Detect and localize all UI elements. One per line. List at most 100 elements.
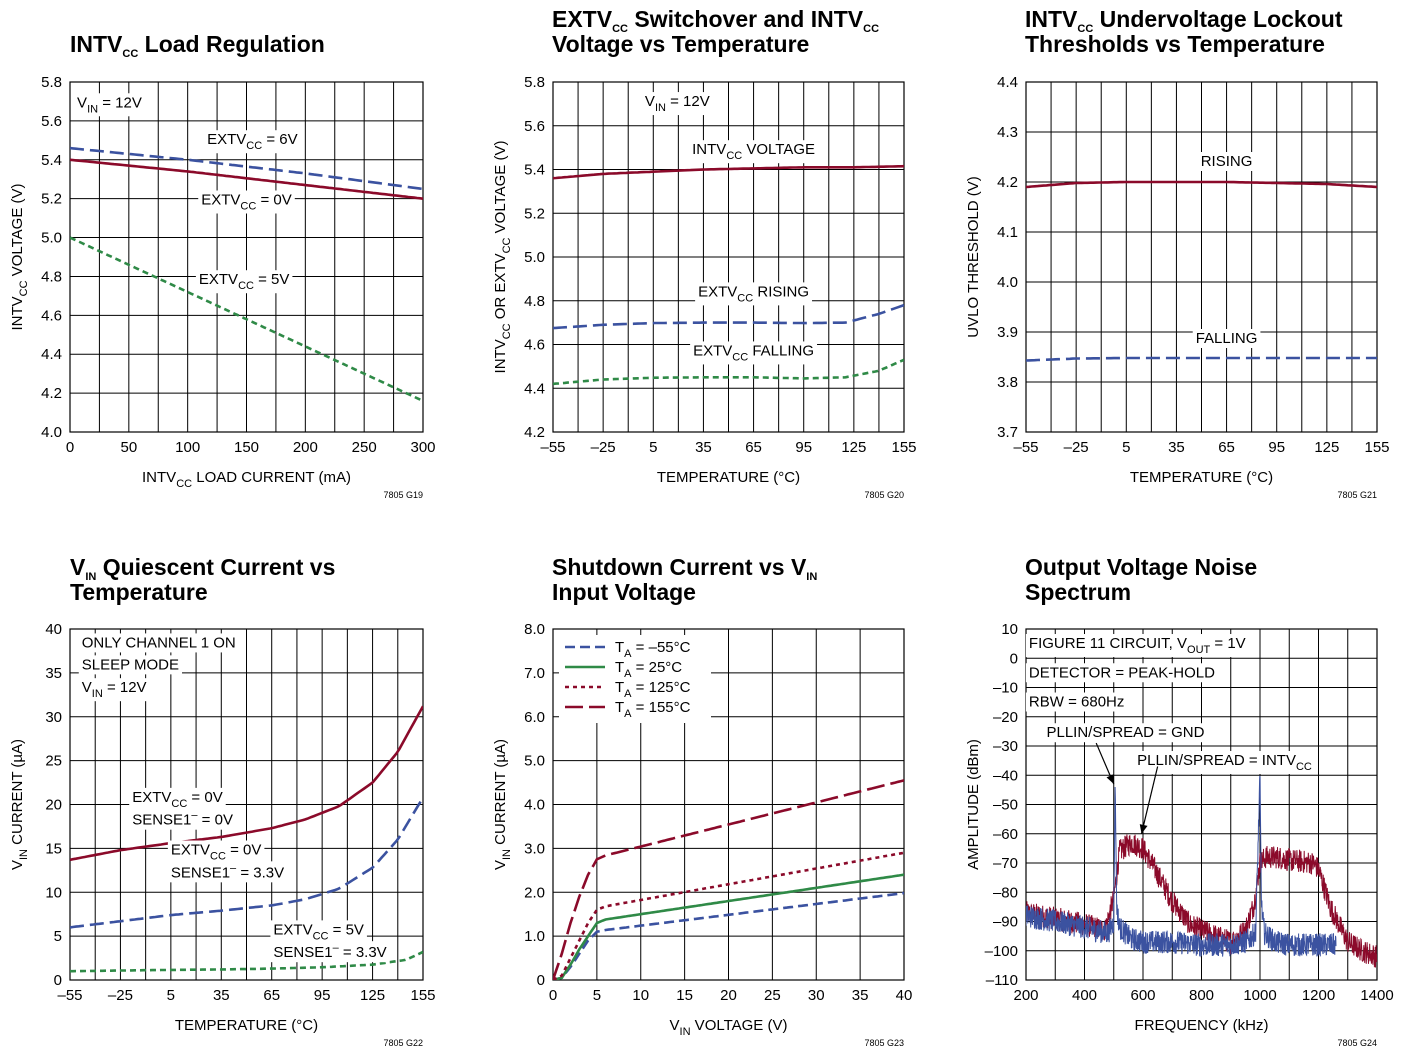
y-axis-label-part: CC [501,323,513,339]
chart-title-part: Spectrum [1025,579,1131,605]
annotation-part: – [191,810,198,822]
series-line-1 [1026,775,1337,958]
legend-label: TA = 155°C [615,699,691,720]
x-tick-label: 150 [234,439,259,456]
annotation-bg [1192,329,1261,348]
annotation-part: = 0V [187,789,222,806]
x-tick-label: 35 [852,987,869,1004]
chart-title: VIN Quiescent Current vs [70,554,335,583]
x-tick-label: 65 [263,987,280,1004]
y-axis-label: INTVCC VOLTAGE (V) [9,183,30,330]
annotation: ONLY CHANNEL 1 ON [82,634,236,651]
y-axis-label-group: VIN CURRENT (µA) [9,739,30,870]
x-tick-label: 95 [1268,439,1285,456]
chart-title-part: CC [122,48,138,60]
annotation: INTVCC VOLTAGE [692,141,815,162]
annotation-arrow [1140,766,1159,834]
chart-title-part: Input Voltage [552,579,696,605]
annotation-bg [204,130,301,154]
series-line-1 [70,796,423,929]
annotation: FALLING [1196,330,1258,347]
plot-frame [69,628,424,981]
annotation-bg [129,787,226,811]
x-tick-label: 5 [649,439,657,456]
chart-title: Spectrum [1025,579,1131,605]
annotation-part: FIGURE 11 CIRCUIT, V [1029,635,1187,652]
y-tick-label: 0 [537,972,545,989]
chart-title-part: IN [85,571,96,583]
y-axis-label-group: INTVCC VOLTAGE (V) [9,183,30,330]
chart-title-part: IN [806,571,817,583]
y-tick-label: 25 [45,753,62,770]
legend-label-part: A [624,688,632,700]
annotation-part: V [82,679,92,696]
y-axis-label-part: V [492,860,509,870]
annotation-bg [1025,692,1128,712]
x-axis-label-part: VOLTAGE (V) [691,1017,788,1034]
y-tick-label: –100 [985,943,1018,960]
y-tick-label: –10 [993,680,1018,697]
annotation-bg [695,282,813,306]
annotation-bg [270,941,390,963]
annotation-part: = 0V [226,842,261,859]
y-tick-label: –80 [993,884,1018,901]
annotation: RISING [1201,153,1253,170]
x-tick-label: 600 [1130,987,1155,1004]
annotation-part: CC [737,292,753,304]
annotation-part: = 5V [254,271,289,288]
legend-label-part: T [615,699,624,716]
y-tick-label: 5.6 [524,118,545,135]
annotation-part: CC [732,351,748,363]
annotation-part: SENSE1 [171,864,230,881]
annotation-part: FALLING [1196,330,1258,347]
annotation-bg [78,655,183,675]
annotation: EXTVCC = 5V [273,921,364,942]
y-axis-label-group: UVLO THRESHOLD (V) [965,176,982,337]
legend-label-part: = 25°C [632,659,683,676]
annotation-part: EXTV [199,271,238,288]
chart-title-part: Switchover and INTV [628,6,864,32]
y-axis-label-group: INTVCC OR EXTVCC VOLTAGE (V) [492,141,513,374]
y-axis-label-part: CC [18,280,30,296]
y-tick-label: 35 [45,665,62,682]
y-tick-label: 5.0 [524,753,545,770]
x-tick-label: 155 [1364,439,1389,456]
x-tick-label: 95 [314,987,331,1004]
annotation-part: SLEEP MODE [82,656,179,673]
x-axis-label: TEMPERATURE (°C) [657,469,800,486]
x-tick-label: –55 [57,987,82,1004]
annotation-bg [167,861,288,883]
annotation-part: EXTV [693,342,732,359]
y-tick-label: –70 [993,855,1018,872]
annotation-part: = 0V [198,812,233,829]
legend-label: TA = –55°C [615,639,691,660]
y-tick-label: 0 [54,972,62,989]
y-tick-label: 4.4 [524,380,545,397]
y-axis-label: INTVCC OR EXTVCC VOLTAGE (V) [492,141,513,374]
y-tick-label: 4.2 [41,385,62,402]
chart-title: Voltage vs Temperature [552,31,809,57]
plot-frame [552,81,905,433]
y-tick-label: 30 [45,709,62,726]
y-tick-label: 10 [45,884,62,901]
chart-title-part: Voltage vs Temperature [552,31,809,57]
annotation-bg [1197,152,1256,171]
x-tick-label: 300 [410,439,435,456]
chart-title: Temperature [70,579,208,605]
series-line-2 [70,236,423,403]
chart-title-part: Shutdown Current vs V [552,554,807,580]
chart-title-part: INTV [1025,6,1078,32]
series-line-1 [1026,356,1377,362]
annotation-bg [1043,723,1208,743]
y-tick-label: 15 [45,840,62,857]
annotation-bg [78,633,239,653]
y-axis-label-part: VOLTAGE (V) [9,183,26,280]
x-tick-label: 0 [66,439,74,456]
y-axis-label: VIN CURRENT (µA) [492,739,513,870]
y-tick-label: –110 [986,972,1018,989]
annotation-part: DETECTOR = PEAK-HOLD [1029,664,1215,681]
figure-code: 7805 G22 [383,1038,423,1048]
plot-frame [552,628,905,981]
x-tick-label: 1400 [1360,987,1393,1004]
